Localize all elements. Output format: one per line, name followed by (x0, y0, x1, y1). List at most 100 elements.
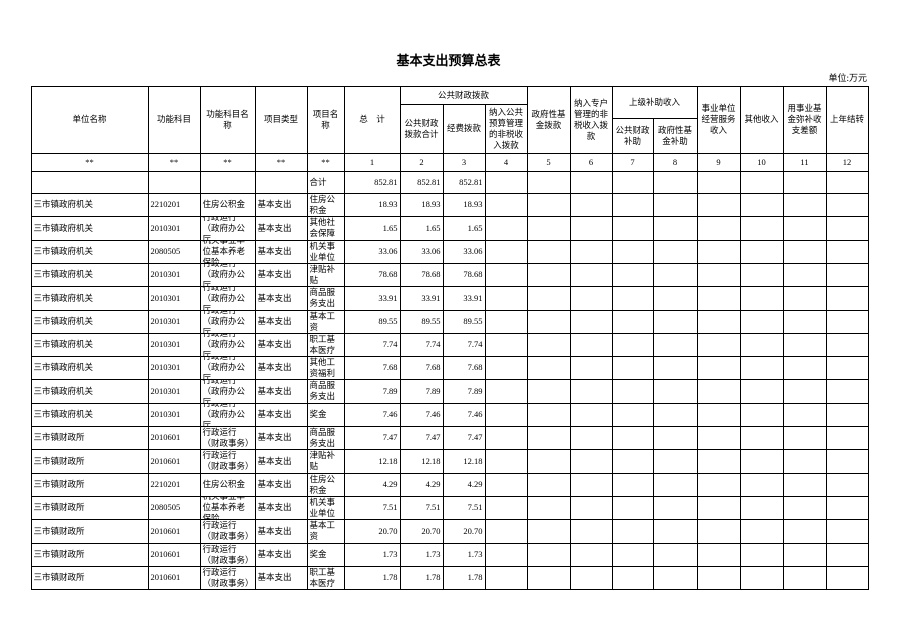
empty-cell (611, 425, 654, 450)
data-cell: 2010301 (147, 215, 201, 241)
data-cell: 三市镇政府机关 (30, 309, 149, 334)
data-cell: 1.73 (399, 542, 444, 567)
data-cell: 基本支出 (254, 565, 308, 590)
data-cell: 三市镇财政所 (30, 565, 149, 590)
data-cell: 852.81 (343, 170, 401, 194)
data-cell: 2080505 (147, 495, 201, 520)
number-cell: 7 (611, 152, 654, 172)
data-cell: 其他社会保障 (306, 215, 345, 241)
empty-cell (825, 518, 869, 544)
data-cell: 33.91 (442, 285, 486, 311)
data-cell: 三市镇财政所 (30, 495, 149, 520)
data-cell: 住房公积金 (199, 472, 256, 497)
empty-cell (484, 192, 528, 217)
empty-cell (484, 542, 528, 567)
empty-cell (484, 355, 528, 380)
data-cell: 奖金 (306, 402, 345, 427)
empty-cell (484, 472, 528, 497)
data-cell: 三市镇政府机关 (30, 192, 149, 217)
data-cell: 4.29 (343, 472, 401, 497)
empty-cell (484, 402, 528, 427)
empty-cell (825, 239, 869, 264)
data-cell: 机关事业单位 (306, 239, 345, 264)
data-cell: 1.65 (442, 215, 486, 241)
empty-cell (611, 402, 654, 427)
empty-cell (825, 192, 869, 217)
data-cell: 其他工资福利 (306, 355, 345, 380)
data-cell: 7.47 (343, 425, 401, 450)
data-cell: 12.18 (343, 448, 401, 474)
empty-cell (611, 192, 654, 217)
empty-cell (611, 309, 654, 334)
data-cell: 基本支出 (254, 402, 308, 427)
empty-cell (652, 262, 698, 287)
number-cell: 11 (782, 152, 827, 172)
data-cell: 78.68 (343, 262, 401, 287)
empty-cell (782, 378, 827, 404)
empty-cell (569, 355, 613, 380)
empty-cell (825, 170, 869, 194)
empty-cell (782, 355, 827, 380)
data-cell: 7.51 (343, 495, 401, 520)
data-cell: 行政运行（财政事务） (199, 425, 256, 450)
data-cell: 852.81 (442, 170, 486, 194)
data-cell: 基本支出 (254, 495, 308, 520)
data-cell: 20.70 (442, 518, 486, 544)
empty-cell (652, 425, 698, 450)
empty-cell (611, 215, 654, 241)
empty-cell (652, 192, 698, 217)
empty-cell (782, 332, 827, 357)
title: 基本支出预算总表 (396, 53, 501, 68)
data-cell: 住房公积金 (306, 472, 345, 497)
data-cell: 2210201 (147, 192, 201, 217)
empty-cell (696, 262, 741, 287)
header-cell: 项目类型 (254, 85, 308, 154)
data-cell: 2010601 (147, 565, 201, 590)
data-cell: 33.06 (399, 239, 444, 264)
number-cell: 4 (484, 152, 528, 172)
data-cell: 行政运行（财政事务） (199, 448, 256, 474)
empty-cell (484, 309, 528, 334)
empty-cell (782, 495, 827, 520)
data-cell: 7.51 (399, 495, 444, 520)
empty-cell (611, 518, 654, 544)
empty-cell (569, 402, 613, 427)
empty-cell (739, 239, 784, 264)
empty-cell (569, 495, 613, 520)
empty-cell (569, 378, 613, 404)
data-cell: 2010301 (147, 285, 201, 311)
data-cell: 行政运行（财政事务） (199, 565, 256, 590)
data-cell: 行政运行（财政事务） (199, 518, 256, 544)
empty-cell (825, 402, 869, 427)
data-cell: 三市镇政府机关 (30, 402, 149, 427)
data-cell: 基本支出 (254, 239, 308, 264)
data-cell: 7.47 (442, 425, 486, 450)
data-cell: 机关事业单位 (306, 495, 345, 520)
number-cell: ** (254, 152, 308, 172)
data-cell: 2210201 (147, 472, 201, 497)
data-cell: 2010301 (147, 332, 201, 357)
empty-cell (254, 170, 308, 194)
empty-cell (484, 332, 528, 357)
empty-cell (696, 192, 741, 217)
empty-cell (782, 192, 827, 217)
data-cell: 三市镇政府机关 (30, 262, 149, 287)
empty-cell (611, 355, 654, 380)
empty-cell (526, 425, 571, 450)
number-cell: 6 (569, 152, 613, 172)
data-cell: 行政运行（政府办公厅 (199, 285, 256, 311)
empty-cell (782, 239, 827, 264)
empty-cell (739, 425, 784, 450)
empty-cell (739, 262, 784, 287)
empty-cell (696, 239, 741, 264)
data-cell: 2080505 (147, 239, 201, 264)
data-cell: 2010301 (147, 262, 201, 287)
empty-cell (652, 378, 698, 404)
empty-cell (696, 309, 741, 334)
data-cell: 7.68 (442, 355, 486, 380)
empty-cell (782, 448, 827, 474)
empty-cell (696, 170, 741, 194)
empty-cell (526, 192, 571, 217)
empty-cell (484, 239, 528, 264)
